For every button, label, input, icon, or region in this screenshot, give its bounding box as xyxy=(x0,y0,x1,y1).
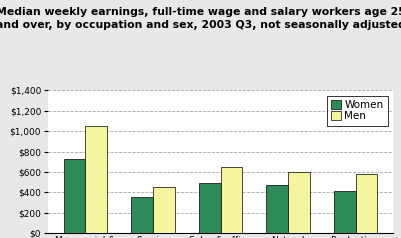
Bar xyxy=(85,126,107,233)
Bar xyxy=(199,183,221,233)
Bar xyxy=(64,159,85,233)
Text: Median weekly earnings, full-time wage and salary workers age 25
and over, by oc: Median weekly earnings, full-time wage a… xyxy=(0,7,401,30)
Bar xyxy=(132,197,153,233)
Bar xyxy=(267,185,288,233)
Bar xyxy=(288,172,310,233)
Bar xyxy=(221,168,242,233)
Bar xyxy=(356,174,377,233)
Bar xyxy=(334,191,356,233)
Legend: Women, Men: Women, Men xyxy=(327,96,388,125)
Bar xyxy=(153,187,174,233)
